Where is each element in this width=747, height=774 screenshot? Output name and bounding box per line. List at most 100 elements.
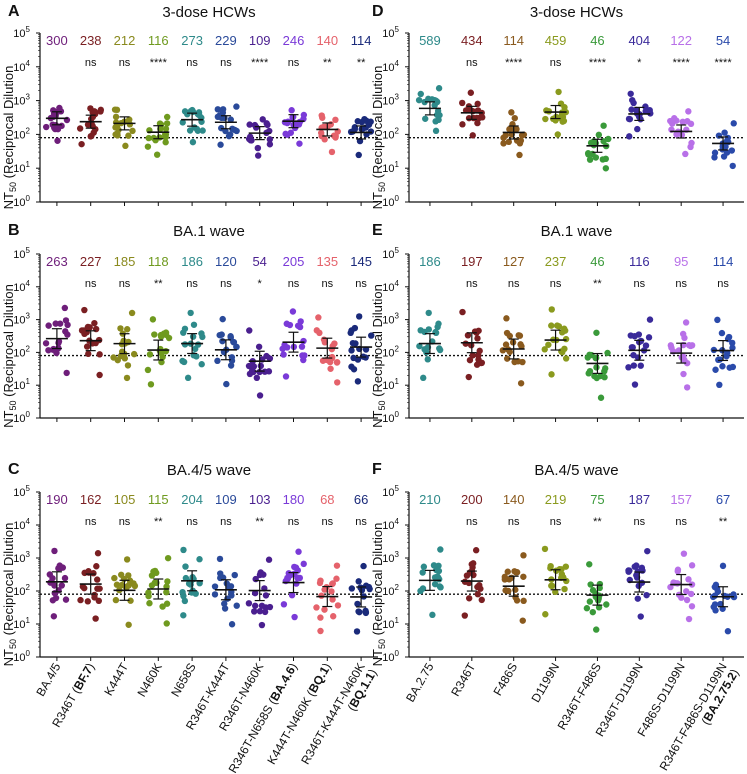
significance-label: **** bbox=[715, 57, 733, 69]
data-point bbox=[111, 574, 118, 582]
geomean-label: 116 bbox=[629, 254, 650, 269]
data-point bbox=[520, 573, 527, 580]
data-point bbox=[477, 585, 484, 592]
geomean-label: 116 bbox=[148, 33, 169, 48]
data-point bbox=[251, 589, 259, 597]
data-point bbox=[76, 125, 84, 132]
data-point bbox=[625, 568, 632, 575]
data-point bbox=[688, 603, 696, 610]
data-point bbox=[432, 127, 440, 135]
data-point bbox=[88, 132, 95, 140]
data-point bbox=[87, 105, 94, 112]
data-point bbox=[91, 319, 98, 327]
data-point bbox=[680, 370, 687, 378]
data-point bbox=[179, 357, 186, 365]
data-point bbox=[639, 567, 646, 574]
data-point bbox=[282, 373, 290, 380]
data-point bbox=[419, 585, 427, 592]
data-point bbox=[299, 352, 306, 359]
data-point bbox=[520, 597, 527, 605]
data-point bbox=[729, 339, 736, 347]
x-tick-label: N460K bbox=[134, 661, 164, 700]
data-point bbox=[211, 591, 219, 598]
data-point bbox=[687, 143, 694, 151]
data-point bbox=[189, 333, 197, 340]
y-axis-label: NT50 (Reciprocal Dilution bbox=[1, 66, 18, 210]
data-point bbox=[362, 609, 370, 616]
data-point bbox=[631, 381, 639, 388]
data-point bbox=[646, 316, 654, 323]
data-point bbox=[91, 594, 98, 601]
data-point bbox=[597, 394, 605, 401]
data-point bbox=[162, 139, 169, 146]
data-point bbox=[730, 120, 737, 127]
data-point bbox=[250, 608, 258, 615]
data-point bbox=[353, 628, 361, 635]
data-point bbox=[584, 150, 592, 157]
geomean-label: 246 bbox=[283, 33, 305, 48]
data-point bbox=[729, 162, 736, 170]
data-point bbox=[668, 344, 675, 351]
data-point bbox=[721, 129, 728, 136]
data-point bbox=[319, 114, 326, 121]
x-tick-label: BA.2.75 bbox=[403, 660, 437, 704]
geomean-label: 120 bbox=[215, 254, 237, 269]
panel-letter: C bbox=[8, 461, 20, 478]
panel-title: 3-dose HCWs bbox=[530, 4, 623, 21]
data-point bbox=[682, 150, 689, 158]
data-point bbox=[416, 342, 423, 350]
data-point bbox=[329, 596, 336, 603]
significance-label: ns bbox=[119, 278, 131, 290]
data-point bbox=[519, 358, 526, 366]
significance-label: ns bbox=[85, 278, 97, 290]
data-point bbox=[54, 137, 61, 144]
data-point bbox=[555, 88, 562, 96]
data-point bbox=[424, 356, 431, 363]
data-point bbox=[714, 316, 721, 324]
data-point bbox=[295, 548, 302, 555]
data-point bbox=[680, 550, 688, 557]
data-point bbox=[266, 141, 274, 148]
data-point bbox=[225, 132, 233, 140]
data-point bbox=[630, 362, 638, 369]
data-point bbox=[548, 322, 555, 329]
y-axis-label: NT50 (Reciprocal Dilution bbox=[370, 284, 387, 428]
data-point bbox=[80, 327, 88, 334]
data-point bbox=[219, 106, 227, 113]
significance-label: ** bbox=[593, 278, 602, 290]
data-point bbox=[711, 149, 719, 156]
geomean-label: 109 bbox=[249, 33, 271, 48]
data-point bbox=[368, 332, 375, 339]
data-point bbox=[221, 605, 229, 612]
significance-label: * bbox=[637, 57, 642, 69]
data-point bbox=[545, 341, 552, 348]
data-point bbox=[469, 352, 476, 359]
data-point bbox=[186, 127, 194, 134]
data-point bbox=[437, 584, 444, 591]
data-point bbox=[583, 605, 591, 612]
data-point bbox=[61, 574, 69, 582]
data-point bbox=[113, 581, 121, 588]
panel-letter: A bbox=[8, 3, 20, 20]
data-point bbox=[144, 366, 152, 374]
data-point bbox=[126, 577, 134, 584]
data-point bbox=[643, 591, 650, 599]
data-point bbox=[263, 120, 270, 127]
geomean-label: 67 bbox=[716, 492, 730, 507]
data-point bbox=[194, 341, 202, 348]
data-point bbox=[313, 604, 320, 611]
data-point bbox=[465, 373, 472, 381]
data-point bbox=[318, 592, 325, 599]
data-point bbox=[502, 587, 509, 594]
data-point bbox=[685, 342, 693, 349]
data-point bbox=[120, 337, 127, 345]
data-point bbox=[351, 324, 359, 332]
geomean-label: 197 bbox=[461, 254, 483, 269]
data-point bbox=[112, 124, 119, 131]
data-point bbox=[233, 602, 240, 609]
x-tick-label: F486S bbox=[490, 661, 520, 699]
data-point bbox=[474, 100, 481, 108]
geomean-label: 185 bbox=[114, 254, 136, 269]
significance-label: ** bbox=[323, 57, 332, 69]
data-point bbox=[117, 325, 124, 332]
